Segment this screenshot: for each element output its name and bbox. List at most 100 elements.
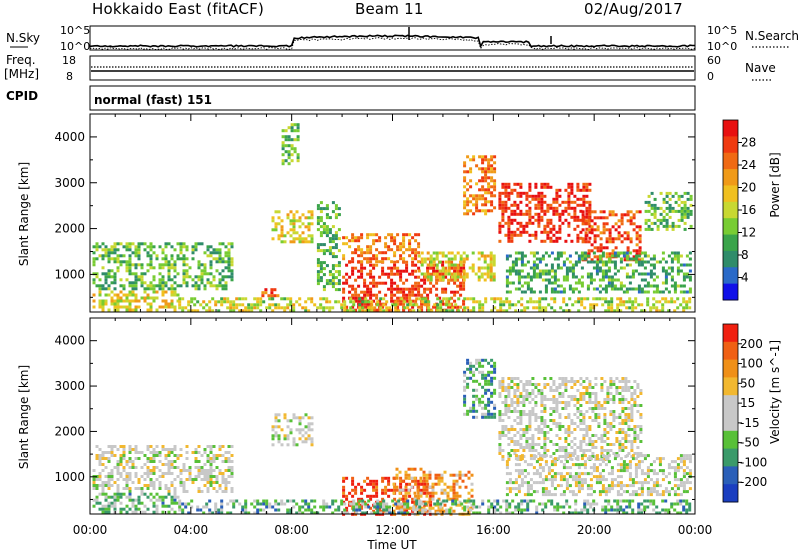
range-gate-cell bbox=[601, 475, 605, 479]
range-gate-cell bbox=[387, 494, 391, 498]
range-gate-cell bbox=[535, 263, 539, 267]
range-gate-cell bbox=[128, 495, 132, 499]
range-gate-cell bbox=[493, 361, 497, 365]
range-gate-cell bbox=[149, 281, 153, 285]
range-gate-cell bbox=[640, 290, 644, 294]
range-gate-cell bbox=[113, 302, 117, 306]
range-gate-cell bbox=[463, 179, 467, 183]
range-gate-cell bbox=[583, 257, 587, 261]
range-gate-cell bbox=[208, 508, 212, 512]
range-gate-cell bbox=[567, 191, 571, 195]
range-gate-cell bbox=[301, 434, 305, 438]
range-gate-cell bbox=[475, 388, 479, 392]
range-gate-cell bbox=[585, 215, 589, 219]
range-gate-cell bbox=[584, 234, 588, 238]
range-gate-cell bbox=[634, 475, 638, 479]
range-gate-cell bbox=[626, 219, 630, 223]
range-gate-cell bbox=[609, 386, 613, 389]
range-gate-cell bbox=[585, 443, 589, 446]
range-gate-cell bbox=[613, 454, 617, 458]
range-gate-cell bbox=[673, 290, 677, 294]
range-gate-cell bbox=[187, 309, 191, 313]
range-gate-cell bbox=[685, 481, 689, 485]
range-gate-cell bbox=[220, 505, 224, 509]
range-gate-cell bbox=[161, 495, 165, 499]
range-gate-cell bbox=[92, 251, 96, 255]
range-gate-cell bbox=[164, 448, 168, 451]
range-gate-cell bbox=[510, 209, 514, 213]
range-gate-cell bbox=[643, 478, 647, 482]
range-gate-cell bbox=[475, 409, 479, 413]
range-gate-cell bbox=[405, 488, 409, 492]
range-gate-cell bbox=[525, 446, 529, 449]
range-gate-cell bbox=[274, 303, 278, 307]
range-gate-cell bbox=[484, 191, 488, 195]
range-gate-cell bbox=[490, 370, 494, 374]
range-gate-cell bbox=[602, 246, 606, 250]
range-gate-cell bbox=[550, 269, 554, 273]
range-gate-cell bbox=[203, 478, 207, 481]
range-gate-cell bbox=[621, 449, 625, 452]
range-gate-cell bbox=[176, 272, 180, 276]
range-gate-cell bbox=[598, 266, 602, 270]
range-gate-cell bbox=[450, 257, 454, 261]
range-gate-cell bbox=[567, 203, 571, 207]
range-gate-cell bbox=[573, 413, 577, 416]
range-gate-cell bbox=[567, 413, 571, 416]
range-gate-cell bbox=[538, 257, 542, 261]
range-gate-cell bbox=[510, 239, 514, 243]
range-gate-cell bbox=[508, 269, 512, 273]
range-gate-cell bbox=[271, 434, 275, 438]
range-gate-cell bbox=[194, 475, 198, 478]
velocity-heatmap bbox=[92, 358, 692, 516]
range-gate-cell bbox=[107, 487, 111, 490]
range-gate-cell bbox=[639, 392, 643, 395]
range-gate-cell bbox=[526, 463, 530, 467]
range-gate-cell bbox=[562, 493, 566, 497]
range-gate-cell bbox=[277, 413, 281, 417]
range-gate-cell bbox=[158, 272, 162, 276]
range-gate-cell bbox=[170, 278, 174, 282]
range-gate-cell bbox=[577, 466, 581, 470]
range-gate-cell bbox=[270, 291, 274, 295]
range-gate-cell bbox=[200, 272, 204, 276]
range-gate-cell bbox=[522, 431, 526, 434]
range-gate-cell bbox=[310, 240, 314, 244]
range-gate-cell bbox=[134, 507, 138, 511]
range-gate-cell bbox=[561, 446, 565, 449]
range-gate-cell bbox=[402, 245, 406, 249]
range-gate-cell bbox=[452, 488, 456, 492]
range-gate-cell bbox=[558, 449, 562, 452]
range-gate-cell bbox=[298, 225, 302, 229]
range-gate-cell bbox=[507, 404, 511, 407]
range-gate-cell bbox=[528, 446, 532, 449]
range-gate-cell bbox=[639, 440, 643, 443]
range-gate-cell bbox=[293, 129, 297, 133]
range-gate-cell bbox=[170, 463, 174, 466]
range-gate-cell bbox=[610, 472, 614, 476]
range-gate-cell bbox=[134, 287, 138, 291]
range-gate-cell bbox=[405, 509, 409, 513]
range-gate-cell bbox=[577, 490, 581, 494]
range-gate-cell bbox=[179, 251, 183, 255]
range-gate-cell bbox=[501, 425, 505, 428]
range-gate-cell bbox=[128, 507, 132, 511]
range-gate-cell bbox=[360, 266, 364, 270]
range-gate-cell bbox=[230, 245, 234, 249]
range-gate-cell bbox=[528, 206, 532, 210]
range-gate-cell bbox=[466, 376, 470, 380]
range-gate-cell bbox=[604, 263, 608, 267]
range-gate-cell bbox=[304, 309, 308, 313]
range-gate-cell bbox=[586, 260, 590, 264]
range-gate-cell bbox=[505, 284, 509, 288]
range-gate-cell bbox=[585, 428, 589, 431]
range-gate-cell bbox=[101, 299, 105, 303]
range-gate-cell bbox=[546, 431, 550, 434]
range-gate-cell bbox=[197, 487, 201, 490]
range-gate-cell bbox=[579, 446, 583, 449]
range-gate-cell bbox=[170, 501, 174, 505]
range-gate-cell bbox=[520, 303, 524, 307]
range-gate-cell bbox=[173, 281, 177, 285]
range-gate-cell bbox=[474, 272, 478, 276]
range-gate-cell bbox=[289, 428, 293, 432]
